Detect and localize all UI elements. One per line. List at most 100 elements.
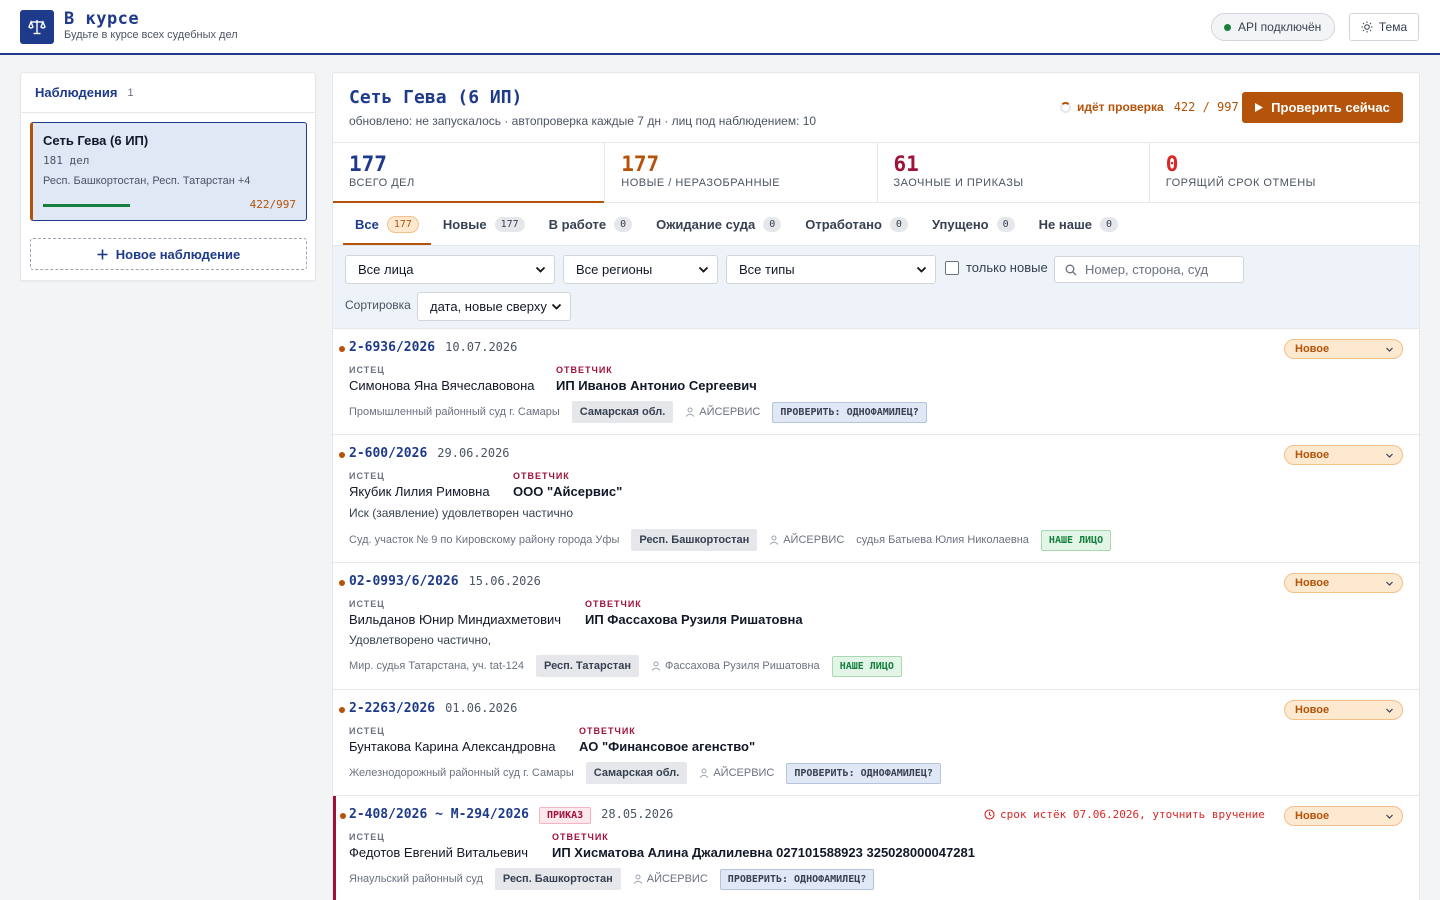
case-row[interactable]: 2-2263/2026 01.06.2026 ИСТЕЦ Бунтакова Ка…	[333, 690, 1419, 796]
tab-done[interactable]: Отработано 0	[793, 204, 920, 245]
deadline-warning: срок истёк 07.06.2026, уточнить вручение	[984, 808, 1265, 821]
tab-label: В работе	[548, 217, 607, 232]
person-icon	[651, 661, 661, 671]
tab-label: Все	[355, 217, 379, 232]
watch-card[interactable]: Сеть Гева (6 ИП) 181 дел Респ. Башкортос…	[30, 122, 307, 221]
watched-person-name: АЙСЕРВИС	[699, 406, 761, 418]
stat-total[interactable]: 177 ВСЕГО ДЕЛ	[333, 143, 606, 203]
case-date: 28.05.2026	[601, 807, 674, 821]
filter-bar: Все лица Все регионы Все типы только нов…	[333, 245, 1419, 329]
watched-person: АЙСЕРВИС	[699, 767, 774, 779]
tab-all[interactable]: Все 177	[343, 204, 431, 245]
case-number-line: 2-600/2026 29.06.2026	[349, 446, 510, 461]
watch-progress-text: 422/997	[249, 198, 296, 211]
case-number[interactable]: 2-6936/2026	[349, 340, 436, 355]
status-tabs: Все 177 Новые 177 В работе 0 Ожидание суда 0…	[343, 204, 1130, 245]
check-now-label: Проверить сейчас	[1271, 100, 1390, 115]
case-meta: Мир. судья Татарстана, уч. tat-124 Респ.…	[349, 655, 902, 677]
case-date: 29.06.2026	[437, 446, 510, 460]
tab-label: Отработано	[805, 217, 882, 232]
status-select[interactable]: Новое	[1284, 445, 1403, 465]
tab-not-ours[interactable]: Не наше 0	[1027, 204, 1130, 245]
defendant-name: ИП Хисматова Алина Джалилевна 0271015889…	[552, 845, 975, 860]
region-tag: Респ. Башкортостан	[631, 529, 758, 551]
checking-progress: 422 / 997	[1173, 100, 1239, 114]
tab-missed[interactable]: Упущено 0	[920, 204, 1027, 245]
status-select[interactable]: Новое	[1284, 700, 1403, 720]
play-icon	[1255, 103, 1264, 112]
person-icon	[769, 535, 779, 545]
case-row[interactable]: 2-600/2026 29.06.2026 ИСТЕЦ Якубик Лилия …	[333, 435, 1419, 563]
stat-default-orders[interactable]: 61 ЗАОЧНЫЕ И ПРИКАЗЫ	[878, 143, 1150, 202]
status-dot-icon	[1224, 23, 1231, 31]
defendant-role: ОТВЕТЧИК	[556, 365, 613, 375]
status-value: Новое	[1295, 704, 1330, 716]
stat-new[interactable]: 177 НОВЫЕ / НЕРАЗОБРАННЫЕ	[605, 143, 878, 202]
person-icon	[633, 874, 643, 884]
new-watch-button[interactable]: Новое наблюдение	[30, 238, 307, 270]
court-name: Мир. судья Татарстана, уч. tat-124	[349, 660, 525, 672]
plaintiff-name: Симонова Яна Вячеславовона	[349, 378, 535, 393]
case-number[interactable]: 02-0993/6/2026	[349, 574, 459, 589]
theme-button[interactable]: Тема	[1349, 13, 1419, 41]
tab-awaiting-court[interactable]: Ожидание суда 0	[644, 204, 793, 245]
sun-icon	[1361, 21, 1373, 33]
case-meta: Железнодорожный районный суд г. Самары С…	[349, 762, 941, 784]
case-row[interactable]: 2-6936/2026 10.07.2026 ИСТЕЦ Симонова Яна…	[333, 329, 1419, 435]
namesake-flag: ПРОВЕРИТЬ: ОДНОФАМИЛЕЦ?	[786, 762, 941, 784]
chevron-down-icon	[1386, 581, 1393, 586]
court-name: Суд. участок № 9 по Кировскому району го…	[349, 534, 620, 546]
chevron-down-icon	[535, 266, 546, 273]
status-select[interactable]: Новое	[1284, 806, 1403, 826]
persons-select[interactable]: Все лица	[345, 255, 555, 284]
region-tag: Респ. Татарстан	[536, 655, 639, 677]
search-input[interactable]: Номер, сторона, суд	[1054, 256, 1244, 283]
check-progress: идёт проверка 422 / 997	[1060, 100, 1239, 114]
plus-icon	[97, 249, 108, 259]
search-placeholder: Номер, сторона, суд	[1085, 262, 1209, 277]
stat-label: ВСЕГО ДЕЛ	[349, 177, 415, 189]
case-row[interactable]: 02-0993/6/2026 15.06.2026 ИСТЕЦ Вильданов…	[333, 563, 1419, 690]
new-dot-icon	[340, 813, 346, 819]
only-new-checkbox[interactable]	[945, 260, 959, 275]
person-icon	[685, 407, 695, 417]
tab-in-progress[interactable]: В работе 0	[537, 204, 644, 245]
stat-urgent[interactable]: 0 ГОРЯЩИЙ СРОК ОТМЕНЫ	[1150, 143, 1419, 202]
new-dot-icon	[339, 346, 345, 352]
check-now-button[interactable]: Проверить сейчас	[1242, 92, 1403, 123]
watched-person: АЙСЕРВИС	[633, 873, 708, 885]
sort-select-value: дата, новые сверху	[430, 299, 547, 314]
case-row[interactable]: 2-408/2026 ~ М-294/2026 ПРИКАЗ 28.05.2026 …	[333, 796, 1419, 900]
tab-count: 0	[763, 217, 782, 232]
sidebar-count: 1	[127, 86, 134, 99]
plaintiff-role: ИСТЕЦ	[349, 471, 385, 481]
plaintiff-role: ИСТЕЦ	[349, 599, 385, 609]
chevron-down-icon	[698, 266, 709, 273]
status-select[interactable]: Новое	[1284, 339, 1403, 359]
sort-select[interactable]: дата, новые сверху	[417, 292, 571, 321]
stat-value: 177	[621, 152, 660, 176]
new-watch-label: Новое наблюдение	[115, 246, 241, 262]
watch-sidebar: Наблюдения 1 Сеть Гева (6 ИП) 181 дел Ре…	[20, 72, 316, 281]
defendant-role: ОТВЕТЧИК	[552, 832, 609, 842]
tab-count: 0	[614, 217, 633, 232]
page-subtitle: обновлено: не запускалось · автопроверка…	[349, 114, 817, 128]
case-number[interactable]: 2-2263/2026	[349, 701, 436, 716]
tab-new[interactable]: Новые 177	[431, 204, 537, 245]
sidebar-header: Наблюдения 1	[21, 73, 315, 113]
case-number[interactable]: 2-408/2026 ~ М-294/2026	[349, 807, 530, 822]
regions-select[interactable]: Все регионы	[563, 255, 718, 284]
only-new-toggle[interactable]: только новые	[945, 260, 1048, 275]
judge-name: судья Батыева Юлия Николаевна	[856, 534, 1029, 546]
chevron-down-icon	[916, 266, 927, 273]
plaintiff-role: ИСТЕЦ	[349, 726, 385, 736]
only-new-label: только новые	[966, 260, 1048, 275]
stats-bar: 177 ВСЕГО ДЕЛ 177 НОВЫЕ / НЕРАЗОБРАННЫЕ …	[333, 142, 1419, 203]
namesake-flag: ПРОВЕРИТЬ: ОДНОФАМИЛЕЦ?	[719, 868, 875, 890]
court-name: Янаульский районный суд	[349, 873, 483, 885]
status-select[interactable]: Новое	[1284, 573, 1403, 593]
case-number[interactable]: 2-600/2026	[349, 446, 428, 461]
types-select[interactable]: Все типы	[726, 255, 936, 284]
checking-label: идёт проверка	[1077, 100, 1164, 114]
persons-select-value: Все лица	[358, 262, 414, 277]
